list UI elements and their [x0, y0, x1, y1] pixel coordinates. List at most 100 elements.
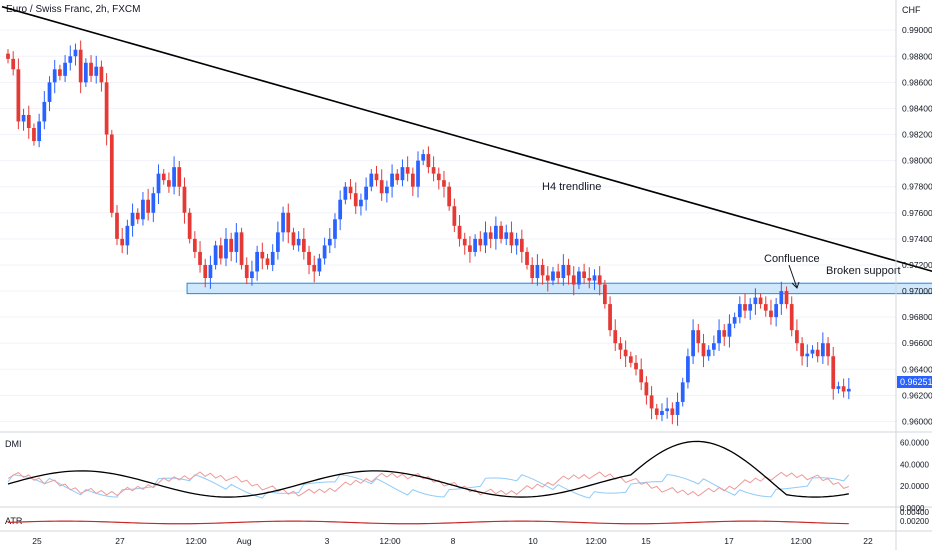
candle-body: [462, 238, 467, 246]
candle-body: [296, 238, 301, 246]
candle-body: [37, 121, 42, 142]
candle-body: [618, 343, 623, 350]
candle-body: [390, 173, 394, 187]
candle-body: [218, 245, 223, 259]
candle-body: [841, 386, 846, 392]
annotation-group: H4 trendline Confluence Broken support: [542, 181, 901, 289]
candle-body: [42, 101, 47, 122]
price-tick-label: 0.98200: [902, 130, 932, 140]
candle-body: [530, 264, 535, 278]
candle-body: [665, 408, 670, 412]
candle-body: [639, 369, 644, 383]
candle-body: [442, 180, 446, 187]
candle-body: [769, 310, 773, 318]
candle-body: [649, 395, 654, 409]
time-tick-label: 10: [528, 536, 538, 546]
time-tick-label: 12:00: [585, 536, 607, 546]
candle-body: [691, 330, 695, 357]
dmi-pane: DMI: [5, 439, 850, 499]
candle-body: [473, 238, 477, 252]
broken-support-label: Broken support: [826, 265, 901, 277]
candle-body: [369, 173, 374, 187]
candle-body: [192, 238, 197, 252]
plus-di-line: [7, 474, 850, 499]
candle-body: [83, 62, 88, 83]
candle-body: [468, 245, 472, 252]
candle-body: [613, 330, 618, 344]
h4-trendline[interactable]: [1, 5, 932, 325]
candle-body: [748, 304, 753, 311]
candle-body: [141, 199, 145, 220]
atr-tick-label: 0.00400: [900, 508, 929, 517]
candle-body: [167, 180, 171, 187]
candle-body: [161, 173, 166, 181]
currency-label: CHF: [902, 5, 921, 15]
candle-body: [348, 186, 353, 194]
candle-body: [146, 199, 151, 213]
candle-body: [670, 408, 675, 415]
candle-body: [135, 212, 140, 220]
candle-body: [281, 212, 285, 233]
price-tick-label: 0.98000: [902, 156, 932, 166]
candle-body: [436, 173, 441, 181]
candle-body: [198, 251, 202, 265]
candle-body: [545, 275, 550, 281]
candle-body: [421, 154, 426, 161]
candle-body: [385, 186, 389, 194]
candle-body: [561, 264, 566, 278]
price-tick-label: 0.96600: [902, 338, 932, 348]
candle-body: [234, 232, 239, 252]
candle-body: [203, 264, 208, 278]
trendline-group: [1, 5, 932, 325]
candle-body: [353, 193, 358, 207]
candle-body: [680, 382, 685, 402]
candle-body: [374, 173, 379, 181]
candle-body: [571, 275, 576, 285]
confluence-arrow: [788, 264, 800, 289]
candle-body: [364, 186, 368, 200]
candle-body: [644, 382, 649, 396]
atr-tick-label: 0.00200: [900, 517, 929, 526]
candle-body: [301, 238, 306, 252]
candlestick-series: [6, 40, 851, 426]
candle-body: [535, 264, 540, 278]
candle-body: [623, 349, 628, 357]
dmi-tick-label: 20.0000: [900, 482, 929, 491]
candle-body: [286, 212, 291, 233]
candle-body: [831, 356, 836, 389]
candle-body: [265, 258, 270, 265]
candle-body: [504, 232, 509, 239]
candle-body: [810, 349, 815, 354]
candle-body: [519, 238, 524, 252]
price-tick-label: 0.97600: [902, 208, 932, 218]
candle-body: [753, 297, 758, 305]
candle-body: [758, 297, 763, 305]
time-tick-label: 25: [32, 536, 42, 546]
time-tick-label: 15: [641, 536, 651, 546]
candle-body: [58, 69, 62, 76]
candle-body: [846, 388, 851, 392]
candle-body: [213, 245, 218, 265]
candle-body: [327, 238, 332, 246]
candle-body: [478, 238, 483, 246]
candle-body: [660, 411, 664, 415]
candle-body: [686, 356, 690, 383]
price-tick-label: 0.99000: [902, 25, 932, 35]
candle-body: [16, 69, 21, 122]
candle-body: [732, 317, 737, 324]
price-axis[interactable]: CHF 0.99000 0.98800 0.98600 0.98400 0.98200 0…: [902, 5, 932, 426]
candle-body: [525, 251, 529, 265]
support-zone: [186, 282, 932, 295]
time-tick-label: 22: [863, 536, 873, 546]
candle-body: [291, 232, 296, 246]
candle-body: [494, 225, 498, 239]
dmi-tick-label: 60.0000: [900, 438, 929, 447]
atr-line: [7, 520, 849, 525]
chart-title: Euro / Swiss Franc, 2h, FXCM: [4, 4, 143, 15]
candle-body: [405, 167, 410, 174]
time-tick-label: Aug: [236, 536, 251, 546]
candle-body: [187, 212, 192, 239]
time-axis[interactable]: 25 27 12:00 Aug 3 12:00 8 10 12:00 15 17 12:00 22: [32, 536, 873, 546]
candle-body: [73, 49, 78, 57]
